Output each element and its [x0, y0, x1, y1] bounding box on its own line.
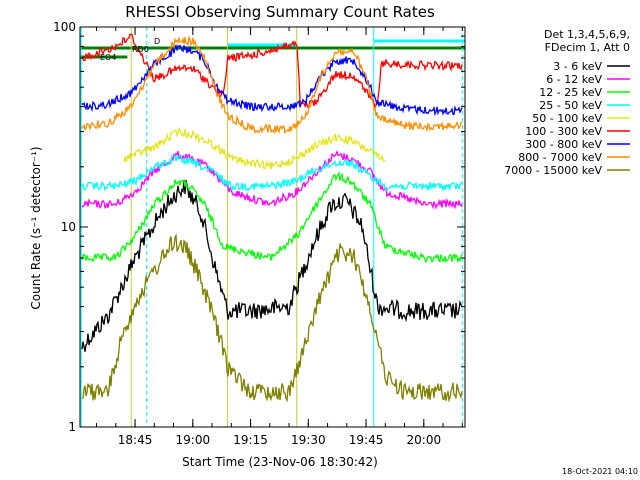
x-tick-label-0: 18:45: [118, 433, 153, 447]
series-line-50-100-kev: [123, 126, 386, 170]
legend: Det 1,3,4,5,6,9, FDecim 1, Att 0 3 - 6 k…: [504, 28, 630, 177]
x-tick-label-5: 20:00: [407, 433, 442, 447]
legend-label-100-300-kev: 100 - 300 keV: [525, 125, 602, 138]
series-line-6-12-kev: [81, 149, 463, 210]
legend-label-50-100-kev: 50 - 100 keV: [532, 112, 602, 125]
flag-label-rd0: RD0: [132, 45, 149, 54]
series-line-3-6-kev: [81, 179, 463, 352]
legend-label-3-6-kev: 3 - 6 keV: [553, 60, 602, 73]
series-line-25-50-kev: [81, 154, 463, 193]
series-line-7000-15000-kev: [81, 233, 463, 403]
legend-label-800-7000-kev: 800 - 7000 keV: [518, 151, 602, 164]
flag-label-d: D: [154, 37, 160, 46]
series-line-12-25-kev: [81, 171, 463, 264]
generated-timestamp: 18-Oct-2021 04:10: [562, 467, 638, 476]
series-line-100-300-kev: [81, 33, 463, 111]
legend-label-300-800-kev: 300 - 800 keV: [525, 138, 602, 151]
axis-ticks: [80, 26, 465, 428]
flag-bars: [80, 39, 465, 59]
series-line-300-800-kev: [81, 44, 463, 117]
legend-label-7000-15000-kev: 7000 - 15000 keV: [504, 164, 602, 177]
legend-label-25-50-kev: 25 - 50 keV: [539, 99, 602, 112]
y-tick-label-0: 1: [68, 420, 76, 434]
x-tick-labels: 18:45 19:00 19:15 19:30 19:45 20:00: [118, 433, 441, 447]
y-tick-labels: 1 10 100: [53, 20, 76, 434]
legend-label-6-12-kev: 6 - 12 keV: [546, 73, 602, 86]
legend-header-line1: Det 1,3,4,5,6,9,: [544, 28, 630, 41]
x-tick-label-3: 19:30: [291, 433, 326, 447]
flag-label-eo4: EO4: [100, 53, 116, 62]
x-tick-label-1: 19:00: [176, 433, 211, 447]
legend-header-line2: FDecim 1, Att 0: [545, 41, 630, 54]
legend-label-12-25-kev: 12 - 25 keV: [539, 86, 602, 99]
x-tick-label-2: 19:15: [233, 433, 268, 447]
chart-title: RHESSI Observing Summary Count Rates: [125, 3, 435, 21]
y-tick-label-2: 100: [53, 20, 76, 34]
series-layer: [81, 33, 463, 403]
x-tick-label-4: 19:45: [349, 433, 384, 447]
series-line-800-7000-kev: [81, 35, 463, 135]
y-axis-label: Count Rate (s⁻¹ detector⁻¹): [29, 146, 43, 309]
y-tick-label-1: 10: [61, 220, 76, 234]
x-axis-label: Start Time (23-Nov-06 18:30:42): [182, 455, 378, 469]
